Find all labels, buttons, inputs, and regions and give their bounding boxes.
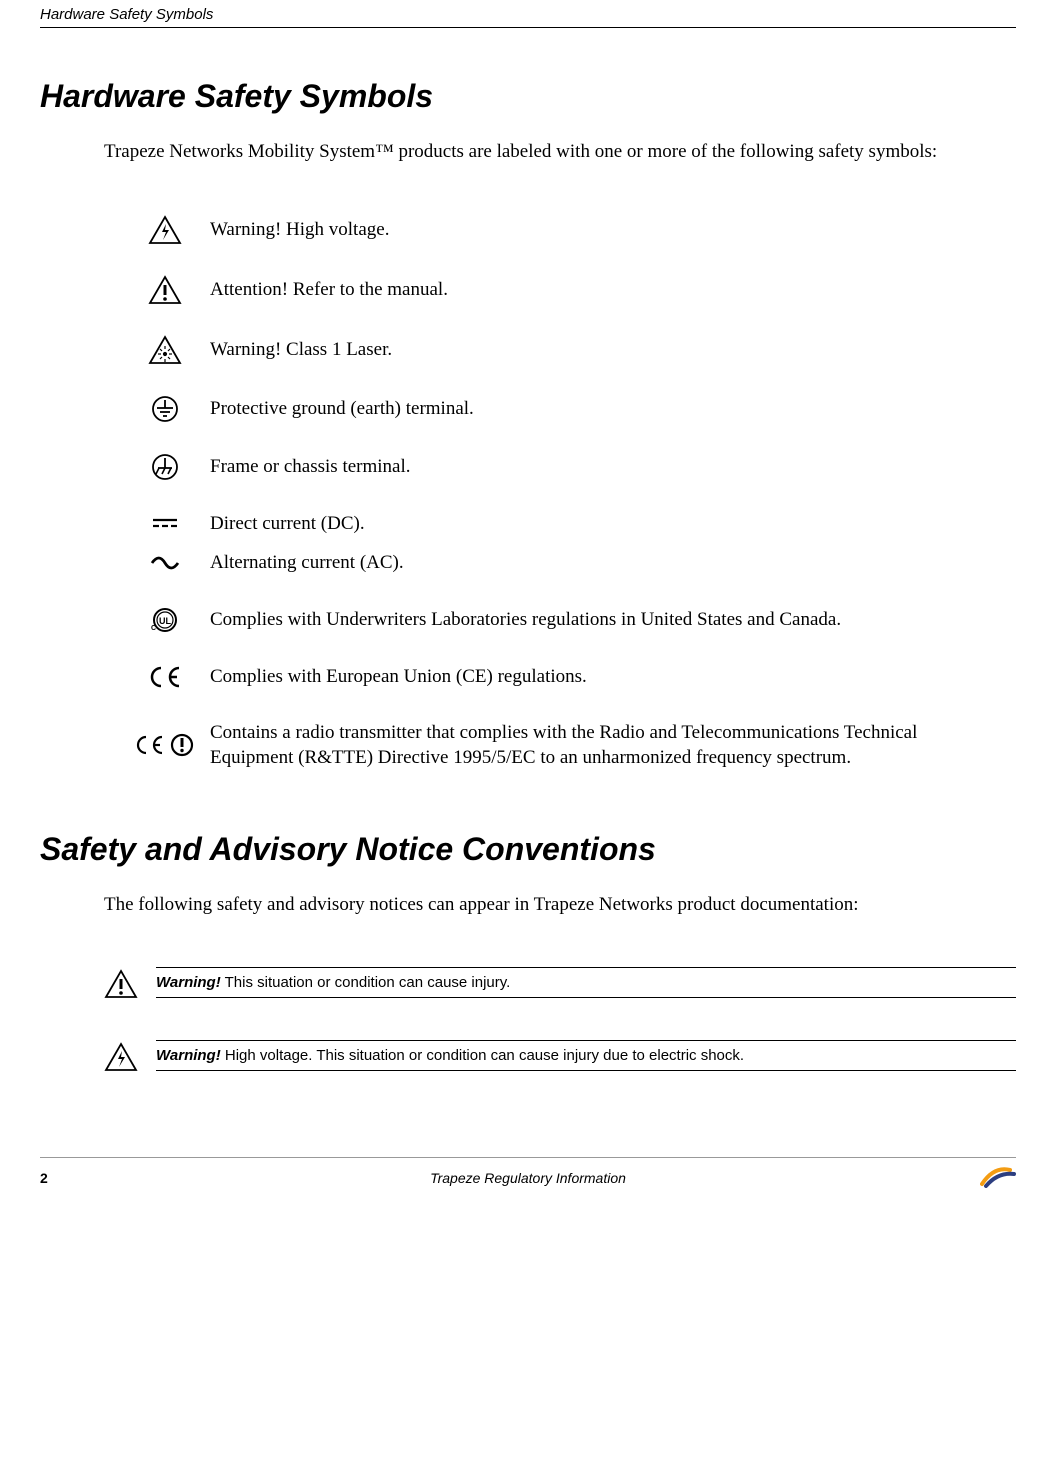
notice-warning-injury: Warning! This situation or condition can…: [104, 967, 1016, 1004]
symbol-table: Warning! High voltage. Attention! Refer …: [120, 215, 1016, 771]
trapeze-logo-icon: [976, 1164, 1016, 1191]
symbol-label: Complies with European Union (CE) regula…: [210, 664, 587, 690]
symbol-label: Attention! Refer to the manual.: [210, 277, 448, 303]
page-footer: 2 Trapeze Regulatory Information: [40, 1157, 1016, 1191]
table-row: Complies with European Union (CE) regula…: [120, 664, 1016, 690]
footer-title: Trapeze Regulatory Information: [80, 1170, 976, 1186]
notice-warning-shock: Warning! High voltage. This situation or…: [104, 1040, 1016, 1077]
dc-icon: [120, 516, 210, 530]
symbol-label: Protective ground (earth) terminal.: [210, 396, 474, 422]
table-row: UL C Complies with Underwriters Laborato…: [120, 606, 1016, 634]
symbol-label: Direct current (DC).: [210, 511, 365, 537]
svg-text:UL: UL: [159, 616, 171, 626]
ce-alert-icon: [120, 733, 210, 757]
table-row: Alternating current (AC).: [120, 550, 1016, 576]
symbol-label: Warning! Class 1 Laser.: [210, 337, 392, 363]
ce-icon: [120, 665, 210, 689]
notice-text: This situation or condition can cause in…: [221, 974, 511, 991]
symbol-label: Alternating current (AC).: [210, 550, 404, 576]
chassis-icon: [120, 453, 210, 481]
table-row: Warning! Class 1 Laser.: [120, 335, 1016, 365]
attention-icon: [120, 275, 210, 305]
notice-label: Warning!: [156, 974, 221, 991]
table-row: Frame or chassis terminal.: [120, 453, 1016, 481]
notice-body: Warning! High voltage. This situation or…: [156, 1040, 1016, 1071]
symbol-label: Frame or chassis terminal.: [210, 454, 411, 480]
ul-icon: UL C: [120, 606, 210, 634]
ground-icon: [120, 395, 210, 423]
section-title-hardware: Hardware Safety Symbols: [40, 78, 1016, 115]
section1-intro: Trapeze Networks Mobility System™ produc…: [104, 139, 1004, 165]
attention-icon: [104, 967, 140, 1004]
section2-intro: The following safety and advisory notice…: [104, 892, 1004, 918]
running-header: Hardware Safety Symbols: [40, 0, 1016, 28]
svg-text:C: C: [151, 625, 156, 632]
page-number: 2: [40, 1170, 80, 1186]
high-voltage-icon: [120, 215, 210, 245]
high-voltage-icon: [104, 1040, 140, 1077]
laser-icon: [120, 335, 210, 365]
table-row: Contains a radio transmitter that compli…: [120, 720, 1016, 771]
ac-icon: [120, 555, 210, 571]
notice-text: High voltage. This situation or conditio…: [221, 1047, 744, 1064]
notice-body: Warning! This situation or condition can…: [156, 967, 1016, 998]
table-row: Protective ground (earth) terminal.: [120, 395, 1016, 423]
notice-label: Warning!: [156, 1047, 221, 1064]
table-row: Warning! High voltage.: [120, 215, 1016, 245]
symbol-label: Contains a radio transmitter that compli…: [210, 720, 990, 771]
table-row: Direct current (DC).: [120, 511, 1016, 537]
symbol-label: Warning! High voltage.: [210, 217, 389, 243]
symbol-label: Complies with Underwriters Laboratories …: [210, 607, 841, 633]
table-row: Attention! Refer to the manual.: [120, 275, 1016, 305]
section-title-safety: Safety and Advisory Notice Conventions: [40, 831, 1016, 868]
